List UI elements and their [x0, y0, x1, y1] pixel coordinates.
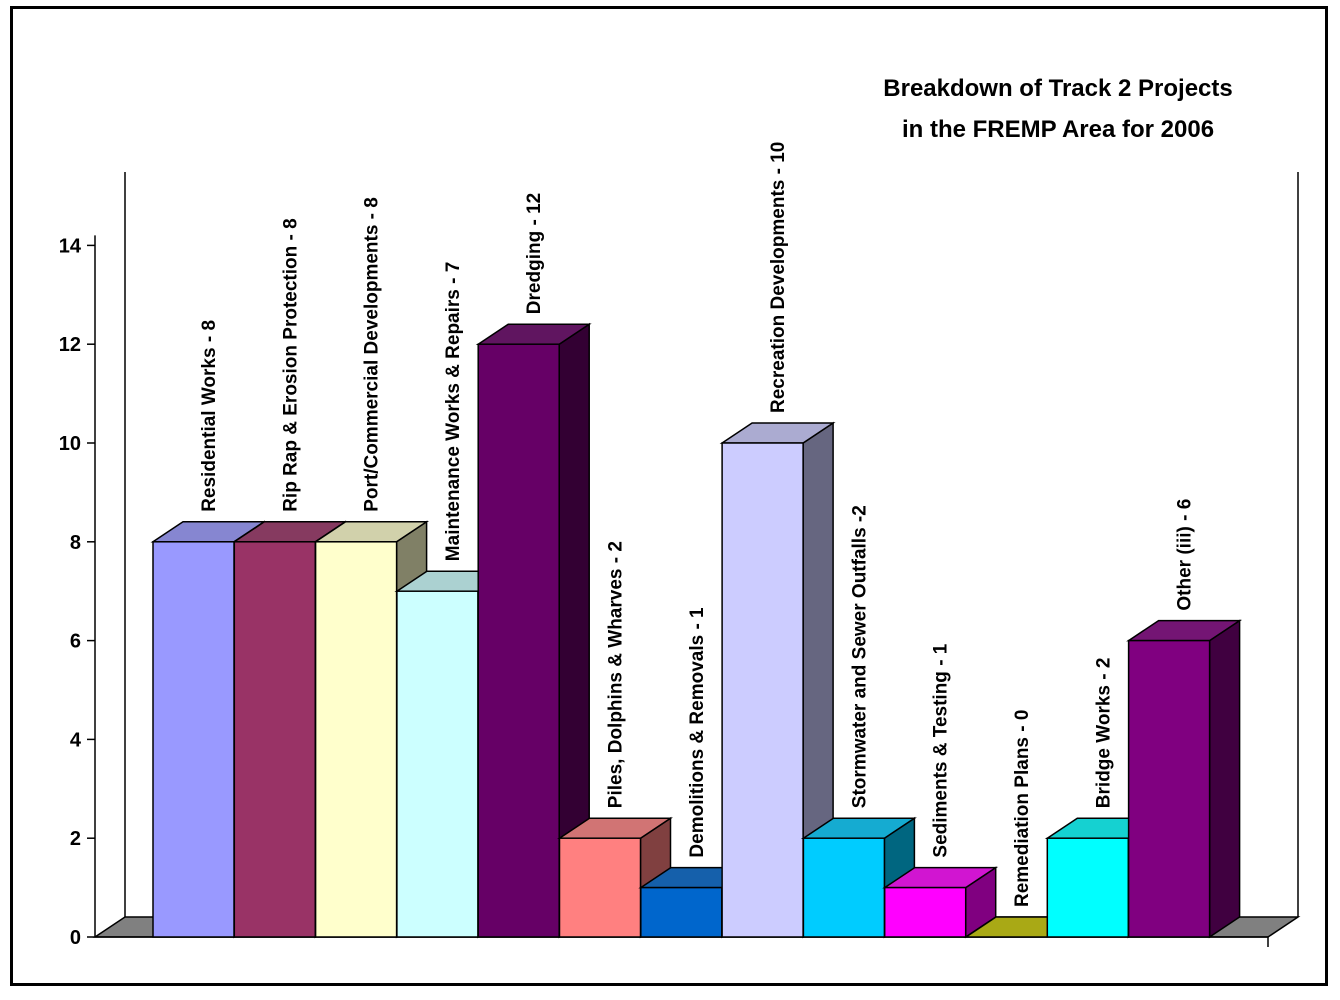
bar-data-label: Dredging - 12 — [524, 193, 545, 314]
y-tick-label: 4 — [70, 729, 82, 751]
y-tick-label: 10 — [59, 433, 81, 455]
bar-front — [152, 541, 235, 938]
y-tick-label: 14 — [59, 235, 82, 257]
bar-front — [883, 886, 967, 938]
y-tick-label: 12 — [59, 334, 81, 356]
y-tick-label: 8 — [70, 532, 81, 554]
y-tick-label: 0 — [70, 927, 81, 949]
bar-front — [477, 343, 560, 938]
bar-front — [640, 886, 723, 938]
bar-data-label: Demolitions & Removals - 1 — [687, 607, 708, 858]
bar-data-label: Other (iii) - 6 — [1175, 499, 1196, 611]
chart-title-line-2: in the FREMP Area for 2006 — [902, 116, 1214, 143]
bar-front — [802, 837, 886, 938]
bar-front — [233, 541, 317, 938]
bar-labels: Residential Works - 8 Rip Rap & Erosion P… — [199, 142, 1196, 907]
bar-data-label: Piles, Dolphins & Wharves - 2 — [606, 541, 627, 808]
bar-front — [1046, 837, 1130, 938]
bar-data-label: Residential Works - 8 — [199, 320, 220, 512]
bar — [719, 421, 836, 939]
bar — [800, 816, 917, 939]
y-tick-label: 6 — [70, 631, 81, 653]
bars — [150, 322, 1243, 939]
bar-data-label: Maintenance Works & Repairs - 7 — [443, 262, 464, 562]
y-tick-label: 2 — [70, 828, 81, 850]
bar-data-label: Sediments & Testing - 1 — [931, 643, 952, 857]
bar-side — [1208, 619, 1241, 939]
bar-data-label: Rip Rap & Erosion Protection - 8 — [280, 218, 301, 511]
chart-walls — [124, 172, 1299, 917]
bar-data-label: Recreation Developments - 10 — [768, 142, 789, 413]
bar-data-label: Port/Commercial Developments - 8 — [362, 197, 383, 512]
bar-front — [314, 541, 398, 938]
bar — [475, 322, 592, 939]
chart-title-line-1: Breakdown of Track 2 Projects — [883, 75, 1232, 102]
bar-data-label: Stormwater and Sewer Outfalls -2 — [849, 505, 870, 808]
bar-front — [396, 590, 479, 938]
bar-data-label: Remediation Plans - 0 — [1012, 710, 1033, 907]
bar-data-label: Bridge Works - 2 — [1093, 658, 1114, 809]
bar — [882, 866, 999, 939]
bar-front — [1127, 639, 1211, 938]
bar — [1126, 619, 1243, 939]
bar-front — [721, 442, 804, 938]
bar-front — [558, 837, 642, 938]
